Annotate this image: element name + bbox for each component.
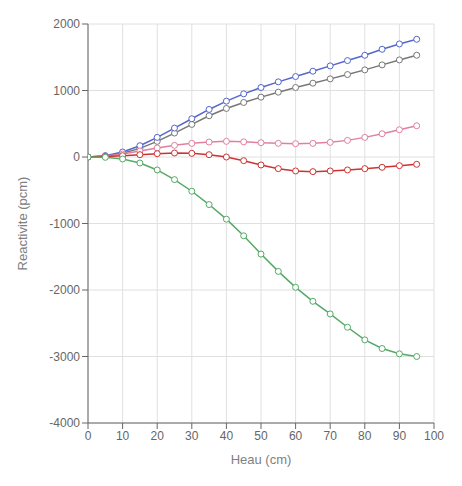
svg-text:Reactivite (pcm): Reactivite (pcm): [15, 177, 30, 271]
svg-text:10: 10: [116, 429, 130, 443]
svg-text:-3000: -3000: [49, 350, 80, 364]
svg-text:60: 60: [289, 429, 303, 443]
svg-text:80: 80: [358, 429, 372, 443]
svg-text:40: 40: [220, 429, 234, 443]
svg-text:0: 0: [85, 429, 92, 443]
svg-text:50: 50: [254, 429, 268, 443]
svg-text:0: 0: [73, 150, 80, 164]
svg-text:-2000: -2000: [49, 283, 80, 297]
svg-text:100: 100: [424, 429, 444, 443]
svg-text:90: 90: [393, 429, 407, 443]
svg-text:30: 30: [185, 429, 199, 443]
svg-text:-4000: -4000: [49, 416, 80, 430]
svg-text:70: 70: [324, 429, 338, 443]
svg-text:1000: 1000: [53, 84, 80, 98]
svg-text:Heau (cm): Heau (cm): [231, 452, 292, 467]
svg-text:-1000: -1000: [49, 217, 80, 231]
svg-text:2000: 2000: [53, 17, 80, 31]
svg-text:20: 20: [151, 429, 165, 443]
